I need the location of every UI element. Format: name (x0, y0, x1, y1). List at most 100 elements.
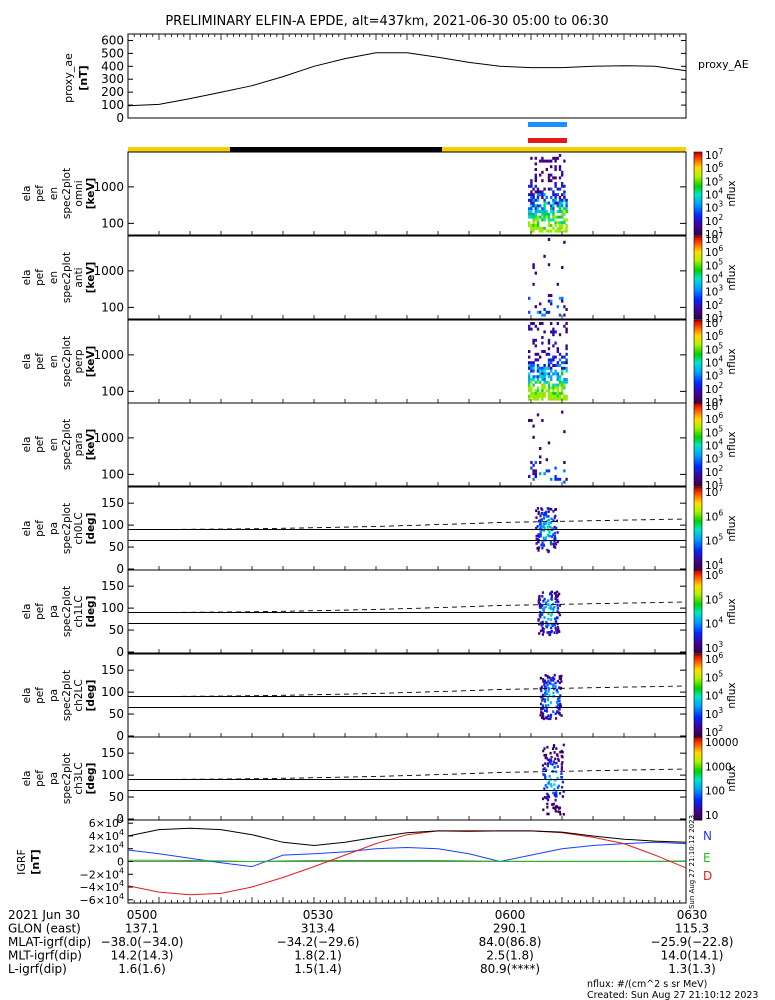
spectrogram-cell (547, 176, 551, 180)
spectrogram-cell (545, 458, 548, 462)
pitch-angle-cell (556, 786, 559, 790)
spectrogram-cell (534, 472, 537, 476)
colorbar-tick-label: 10000 (705, 737, 738, 749)
spectrogram-cell (536, 218, 540, 222)
spectrogram-cell (528, 215, 531, 219)
pitch-angle-cell (556, 540, 559, 544)
pitch-angle-cell (541, 633, 544, 636)
pitch-angle-cell (559, 677, 563, 680)
spectrogram-cell (543, 218, 546, 222)
spectrogram-cell (541, 207, 544, 211)
pitch-angle-cell (558, 699, 561, 703)
spectrogram-cell (556, 397, 559, 401)
spectrogram-cell (563, 305, 566, 309)
spectrogram-cell (530, 392, 533, 395)
pitch-angle-cell (545, 515, 548, 518)
pitch-angle-cell (539, 629, 543, 633)
spectrogram-cell (554, 168, 557, 171)
spectrogram-cell (556, 392, 559, 395)
pitch-angle-cell (537, 546, 541, 549)
pitch-angle-cell (535, 542, 538, 545)
spectrogram-cell (563, 184, 566, 188)
pitch-angle-cell (538, 535, 541, 538)
spectrogram-cell (539, 461, 542, 464)
pitch-angle-tick-label: 100 (101, 601, 124, 615)
spectrogram-cell (561, 212, 564, 216)
pitch-angle-cell (547, 518, 550, 522)
pitch-angle-cell (552, 683, 555, 686)
pitch-angle-cell (554, 685, 557, 688)
pitch-angle-cell (555, 616, 558, 620)
spectrogram-cell (552, 190, 555, 194)
pitch-angle-cell (547, 795, 551, 799)
pitch-angle-cell (554, 809, 557, 813)
pitch-angle-cell (560, 714, 563, 717)
spectrogram-cell (536, 193, 540, 197)
spectrogram-cell (536, 204, 540, 208)
pitch-angle-cell (546, 548, 549, 552)
spectrogram-cell (532, 266, 535, 269)
spectrogram-cell (539, 455, 542, 459)
spectrogram-cell (547, 159, 551, 163)
pitch-angle-cell (541, 604, 544, 608)
spectrogram-cell (556, 477, 559, 481)
spectrogram-cell (565, 330, 568, 334)
pitch-angle-cell (549, 715, 552, 718)
spectrogram-cell (539, 302, 542, 306)
spectrogram-ylabel: ela (21, 437, 33, 453)
spectrogram-cell (552, 392, 555, 395)
pitch-angle-cell (558, 696, 561, 700)
pitch-angle-ylabel: pa (48, 522, 60, 535)
spectrogram-cell (539, 229, 542, 233)
spectrogram-cell (547, 380, 551, 384)
pitch-angle-cell (538, 622, 541, 626)
spectrogram-cell (547, 212, 551, 216)
spectrogram-cell (558, 358, 562, 362)
spectrogram-cell (554, 224, 557, 227)
pitch-angle-cell (554, 537, 557, 540)
colorbar-label: nflux (726, 180, 738, 206)
spectrogram-cell (554, 165, 557, 169)
spectrogram-cell (536, 187, 540, 191)
spectrogram-cell (547, 229, 551, 233)
spectrogram-cell (552, 344, 555, 348)
table-cell: 1.3(1.3) (668, 962, 716, 976)
pitch-angle-cell (547, 599, 550, 602)
spectrogram-cell (534, 190, 537, 194)
spectrogram-cell (558, 394, 562, 398)
pitch-angle-cell (544, 762, 547, 765)
pitch-angle-cell (539, 613, 542, 616)
pitch-angle-cell (542, 517, 546, 520)
pitch-angle-cell (535, 516, 538, 519)
pitch-angle-cell (544, 784, 547, 787)
pitch-angle-ylabel: spec2plot (61, 753, 73, 804)
pitch-angle-cell (542, 543, 546, 547)
spectrogram-cell (552, 176, 555, 180)
pitch-angle-cell (542, 610, 546, 614)
spectrogram-cell (530, 179, 533, 183)
spectrogram-cell (536, 413, 540, 417)
table-row-label: L-igrf(dip) (8, 962, 67, 976)
spectrogram-cell (534, 184, 537, 188)
spectrogram-cell (552, 204, 555, 208)
spectrogram-cell (561, 204, 564, 208)
orbit-info-table: 2021 Jun 30 0500 0530 0600 0630 GLON (east) 13… (8, 908, 733, 976)
spectrogram-cell (550, 218, 553, 222)
pitch-angle-cell (538, 605, 541, 608)
pitch-angle-tick-label: 100 (101, 685, 124, 699)
colorbar-tick-label: 105 (705, 424, 723, 439)
pitch-angle-cell (547, 617, 550, 621)
spectrogram-cell (545, 380, 548, 384)
spectrogram-cell (558, 201, 562, 205)
spectrogram-cell (556, 221, 559, 225)
pitch-angle-cell (556, 610, 559, 613)
spectrogram-cell (545, 210, 548, 213)
spectrogram-cell (530, 224, 533, 227)
spectrogram-cell (554, 184, 557, 188)
colorbar-tick-label: 101 (705, 226, 723, 241)
pitch-angle-cell (559, 702, 562, 706)
table-cell: 80.9(****) (480, 962, 540, 976)
spectrogram-cell (532, 193, 535, 197)
spectrogram-cell (558, 380, 562, 384)
